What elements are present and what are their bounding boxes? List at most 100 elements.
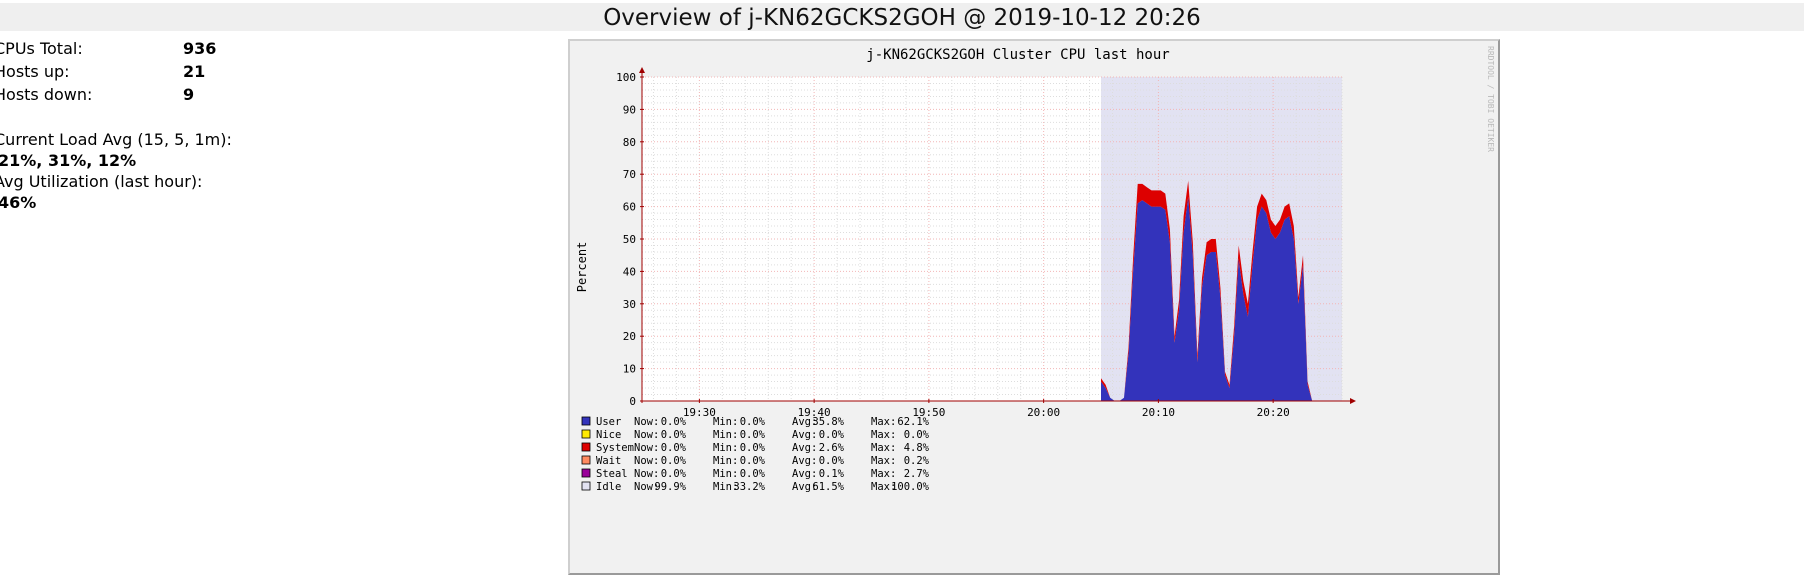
legend-series-name: Wait xyxy=(596,455,621,467)
legend-now-label: Now: xyxy=(634,429,659,441)
x-tick-label: 19:30 xyxy=(683,406,716,419)
hosts-up-value: 21 xyxy=(183,62,206,81)
x-tick-label: 19:40 xyxy=(798,406,831,419)
legend-series-name: Idle xyxy=(596,481,621,493)
legend-min-value: 0.0% xyxy=(740,468,766,480)
legend-avg-value: 61.5% xyxy=(812,481,844,493)
legend-min-value: 0.0% xyxy=(740,442,766,454)
hosts-up-row: Hosts up: 21 xyxy=(0,60,232,83)
x-axis-arrow xyxy=(1350,398,1356,404)
legend-min-label: Min: xyxy=(713,455,738,467)
legend-max-label: Max: xyxy=(871,416,896,428)
x-tick-label: 20:10 xyxy=(1142,406,1175,419)
legend-min-value: 0.0% xyxy=(740,416,766,428)
y-tick-label: 70 xyxy=(623,168,636,181)
cpu-chart: j-KN62GCKS2GOH Cluster CPU last hour RRD… xyxy=(575,46,1495,493)
y-tick-label: 10 xyxy=(623,363,636,376)
legend-now-label: Now: xyxy=(634,442,659,454)
y-axis-arrow xyxy=(639,67,645,73)
legend-avg-label: Avg: xyxy=(792,442,817,454)
legend-max-value: 0.2% xyxy=(904,455,930,467)
y-axis-label: Percent xyxy=(575,242,589,293)
legend-now-label: Now: xyxy=(634,481,659,493)
x-tick-label: 20:20 xyxy=(1257,406,1290,419)
legend-text-idle: Idle Now:99.9% Min:33.2% Avg:61.5% Max:100.0… xyxy=(596,481,930,493)
legend-now-label: Now: xyxy=(634,455,659,467)
legend: User Now:0.0% Min:0.0% Avg:35.8% Max:62.1%Ni… xyxy=(581,416,930,493)
legend-row-wait: Wait Now:0.0% Min:0.0% Avg:0.0% Max: 0.2% xyxy=(581,455,930,467)
legend-min-label: Min: xyxy=(713,468,738,480)
legend-swatch-system xyxy=(581,442,591,452)
load-avg-value: 21%, 31%, 12% xyxy=(0,151,137,170)
legend-max-value: 62.1% xyxy=(897,416,929,428)
legend-row-system: SystemNow:0.0% Min:0.0% Avg:2.6% Max: 4.8% xyxy=(581,442,930,454)
avg-util-value: 46% xyxy=(0,193,37,212)
y-tick-label: 80 xyxy=(623,136,636,149)
legend-max-value: 0.0% xyxy=(904,429,930,441)
legend-max-label: Max: xyxy=(871,481,896,493)
plot-area: 0 10 20 30 40 50 60 70 80 90 100 19:30 19:40 19:50 20:… xyxy=(616,67,1356,419)
cpus-total-label: CPUs Total: xyxy=(0,39,83,58)
legend-text-user: User Now:0.0% Min:0.0% Avg:35.8% Max:62.1% xyxy=(596,416,930,428)
legend-now-label: Now: xyxy=(634,468,659,480)
legend-min-label: Min: xyxy=(713,429,738,441)
page-title: Overview of j-KN62GCKS2GOH @ 2019-10-12 … xyxy=(603,5,1201,31)
legend-series-name: Steal xyxy=(596,468,628,480)
legend-now-value: 0.0% xyxy=(661,455,687,467)
legend-swatch-steal xyxy=(581,468,591,478)
legend-text-nice: Nice Now:0.0% Min:0.0% Avg:0.0% Max: 0.0% xyxy=(596,429,930,441)
legend-avg-value: 2.6% xyxy=(819,442,845,454)
legend-avg-value: 0.0% xyxy=(819,429,845,441)
legend-swatch-wait xyxy=(581,455,591,465)
legend-text-system: SystemNow:0.0% Min:0.0% Avg:2.6% Max: 4.8% xyxy=(596,442,930,454)
avg-util-label: Avg Utilization (last hour): xyxy=(0,172,203,191)
legend-row-user: User Now:0.0% Min:0.0% Avg:35.8% Max:62.1% xyxy=(581,416,930,428)
chart-title: j-KN62GCKS2GOH Cluster CPU last hour xyxy=(866,47,1169,63)
cluster-summary: CPUs Total: 936 Hosts up: 21 Hosts down:… xyxy=(0,37,232,213)
hosts-down-row: Hosts down: 9 xyxy=(0,83,232,106)
legend-now-value: 0.0% xyxy=(661,468,687,480)
y-tick-label: 60 xyxy=(623,201,636,214)
legend-now-value: 99.9% xyxy=(654,481,686,493)
rrdtool-watermark: RRDTOOL / TOBI OETIKER xyxy=(1486,46,1495,152)
legend-avg-label: Avg: xyxy=(792,481,817,493)
legend-text-steal: Steal Now:0.0% Min:0.0% Avg:0.1% Max: 2.7% xyxy=(596,468,930,480)
y-tick-label: 40 xyxy=(623,265,636,278)
legend-row-idle: Idle Now:99.9% Min:33.2% Avg:61.5% Max:100.0… xyxy=(581,481,930,493)
legend-avg-label: Avg: xyxy=(792,416,817,428)
legend-avg-value: 0.0% xyxy=(819,455,845,467)
legend-now-label: Now: xyxy=(634,416,659,428)
legend-text-wait: Wait Now:0.0% Min:0.0% Avg:0.0% Max: 0.2% xyxy=(596,455,930,467)
title-bar: Overview of j-KN62GCKS2GOH @ 2019-10-12 … xyxy=(0,3,1804,31)
x-tick-label: 20:00 xyxy=(1027,406,1060,419)
legend-min-label: Min: xyxy=(713,442,738,454)
legend-max-value: 100.0% xyxy=(891,481,930,493)
legend-swatch-user xyxy=(581,416,591,426)
y-tick-label: 30 xyxy=(623,298,636,311)
y-tick-label: 0 xyxy=(629,395,636,408)
legend-max-value: 4.8% xyxy=(904,442,930,454)
legend-min-value: 0.0% xyxy=(740,429,766,441)
legend-min-value: 0.0% xyxy=(740,455,766,467)
legend-min-value: 33.2% xyxy=(733,481,765,493)
legend-series-name: System xyxy=(596,442,634,454)
y-tick-label: 20 xyxy=(623,330,636,343)
legend-avg-value: 35.8% xyxy=(812,416,844,428)
legend-avg-value: 0.1% xyxy=(819,468,845,480)
cpus-total-value: 936 xyxy=(183,39,217,58)
legend-now-value: 0.0% xyxy=(661,442,687,454)
legend-now-value: 0.0% xyxy=(661,416,687,428)
cpus-total-row: CPUs Total: 936 xyxy=(0,37,232,60)
legend-swatch-nice xyxy=(581,429,591,439)
legend-avg-label: Avg: xyxy=(792,455,817,467)
hosts-down-value: 9 xyxy=(183,85,195,104)
load-avg-label: Current Load Avg (15, 5, 1m): xyxy=(0,130,232,149)
legend-min-label: Min: xyxy=(713,481,738,493)
legend-avg-label: Avg: xyxy=(792,429,817,441)
legend-max-value: 2.7% xyxy=(904,468,930,480)
legend-max-label: Max: xyxy=(871,429,896,441)
x-tick-label: 19:50 xyxy=(912,406,945,419)
legend-max-label: Max: xyxy=(871,455,896,467)
legend-avg-label: Avg: xyxy=(792,468,817,480)
y-tick-label: 90 xyxy=(623,103,636,116)
